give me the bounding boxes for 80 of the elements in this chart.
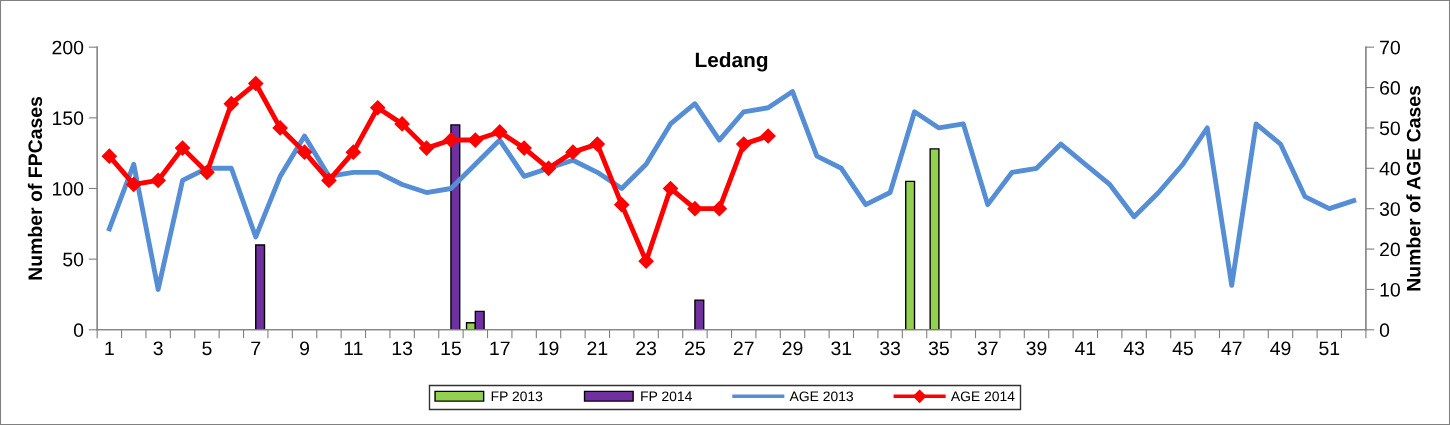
x-tick-label: 39 — [1026, 341, 1047, 356]
x-tick-label: 13 — [392, 341, 413, 356]
point — [345, 144, 361, 160]
point — [418, 140, 435, 156]
y2-tick-label: 70 — [1380, 40, 1400, 55]
point — [199, 164, 215, 180]
line-series — [106, 89, 1357, 292]
chart-title: Ledang — [695, 52, 768, 72]
bar — [905, 180, 916, 330]
y2-tick-label: 0 — [1379, 323, 1390, 338]
point — [467, 132, 483, 148]
x-tick-label: 31 — [831, 341, 852, 356]
x-tick-label: 33 — [880, 341, 901, 356]
y2-tick-label: 10 — [1380, 282, 1400, 297]
point — [565, 144, 581, 160]
y2-axis-title: Number of AGE Cases — [1406, 85, 1421, 291]
point — [394, 116, 410, 132]
point — [711, 201, 727, 217]
point — [516, 140, 532, 156]
legend-label: AGE 2013 — [789, 391, 854, 402]
point — [736, 136, 752, 152]
x-tick-label: 17 — [490, 341, 510, 355]
point — [321, 172, 337, 188]
x-tick-label: 41 — [1074, 341, 1096, 355]
y-axis-title: Number of FPCases — [27, 96, 43, 280]
y-tick-label: 50 — [63, 252, 84, 267]
y2-tick-label: 30 — [1379, 202, 1400, 216]
x-tick-label: 11 — [344, 341, 363, 355]
point — [370, 100, 386, 116]
x-tick-label: 3 — [153, 341, 163, 356]
x-tick-label: 27 — [733, 341, 754, 355]
x-tick-label: 5 — [202, 341, 212, 356]
bar — [450, 124, 461, 330]
point — [223, 96, 239, 112]
legend-label: AGE 2014 — [950, 391, 1015, 402]
x-tick-label: 19 — [539, 341, 559, 356]
x-tick-label: 1 — [105, 341, 114, 355]
x-tick-label: 25 — [685, 341, 705, 356]
x-tick-label: 15 — [441, 341, 461, 356]
point — [150, 172, 166, 188]
point — [614, 197, 630, 213]
x-tick-label: 47 — [1221, 341, 1242, 355]
x-tick-label: 35 — [928, 341, 949, 356]
legend-label: FP 2013 — [491, 391, 543, 402]
point — [174, 140, 191, 156]
x-tick-label: 49 — [1270, 341, 1291, 356]
point — [662, 180, 679, 197]
x-tick-label: 37 — [977, 341, 998, 356]
y-tick-label: 0 — [73, 323, 84, 338]
x-tick-label: 51 — [1319, 341, 1340, 356]
point — [638, 253, 654, 269]
x-tick-label: 9 — [300, 341, 310, 356]
bar — [694, 299, 705, 330]
bar — [255, 244, 266, 330]
y-tick-label: 200 — [52, 40, 84, 55]
y2-tick-label: 60 — [1380, 81, 1400, 95]
legend-label: FP 2014 — [641, 391, 692, 402]
x-tick-label: 23 — [636, 341, 657, 356]
point — [126, 176, 142, 193]
y2-tick-label: 20 — [1380, 242, 1400, 257]
y2-tick-label: 50 — [1379, 121, 1400, 136]
point — [540, 160, 557, 176]
bar — [929, 148, 940, 330]
x-tick-label: 29 — [782, 341, 803, 356]
point — [760, 128, 776, 144]
x-tick-label: 7 — [251, 341, 261, 355]
point — [589, 136, 605, 152]
point — [687, 201, 703, 217]
point — [101, 148, 117, 164]
point — [296, 144, 313, 160]
x-tick-label: 21 — [587, 341, 608, 355]
y-tick-label: 150 — [53, 111, 84, 126]
x-tick-label: 43 — [1123, 341, 1145, 356]
x-tick-label: 45 — [1172, 341, 1193, 356]
y-tick-label: 100 — [53, 181, 84, 196]
point — [443, 132, 459, 148]
point — [492, 124, 508, 140]
point — [272, 120, 288, 136]
point — [248, 75, 264, 92]
y2-tick-label: 40 — [1379, 161, 1400, 176]
